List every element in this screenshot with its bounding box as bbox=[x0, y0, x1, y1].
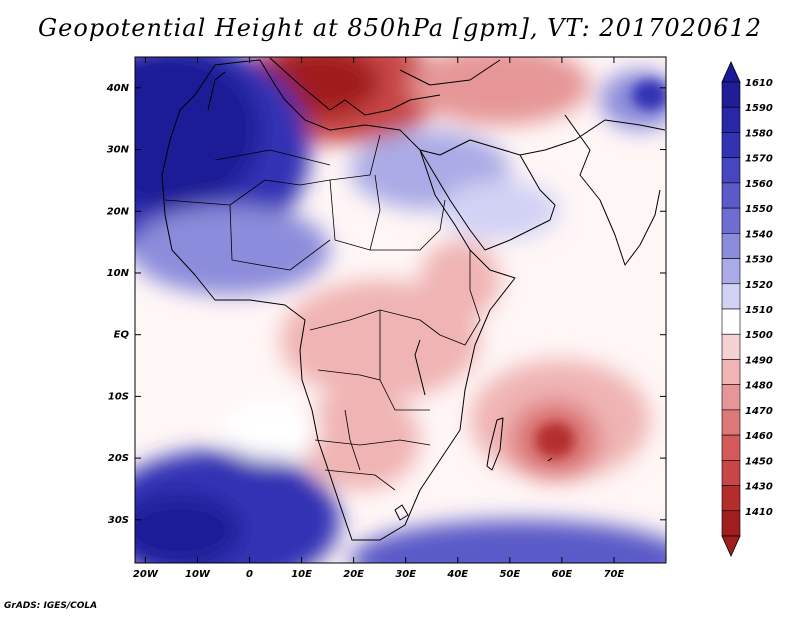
colorbar-bottom-arrow bbox=[721, 535, 741, 557]
colorbar-label: 1410 bbox=[745, 507, 773, 518]
colorbar-swatch bbox=[721, 333, 741, 360]
colorbar-label: 1580 bbox=[745, 128, 773, 139]
axis-ticks bbox=[135, 57, 666, 563]
colorbar-swatch bbox=[721, 460, 741, 486]
lat-label: 30S bbox=[108, 515, 129, 526]
colorbar-swatch bbox=[721, 384, 741, 411]
colorbar: 1610 1590 1580 1570 1560 1550 1540 1530 1520 1510… bbox=[721, 61, 773, 557]
lon-label: 40E bbox=[446, 569, 468, 580]
colorbar-label: 1480 bbox=[745, 381, 773, 392]
lon-label: 20W bbox=[133, 569, 159, 580]
lon-label: 70E bbox=[604, 569, 625, 580]
colorbar-swatch bbox=[721, 233, 741, 259]
colorbar-label: 1470 bbox=[745, 406, 773, 417]
colorbar-swatch bbox=[721, 207, 741, 234]
colorbar-swatch bbox=[721, 409, 741, 436]
lat-label: 20S bbox=[108, 453, 129, 464]
colorbar-swatch bbox=[721, 359, 741, 385]
axis-labels: 40N 30N 20N 10N EQ 10S 20S 30S 20W 10W 0 10E 20E 30E 4… bbox=[106, 83, 625, 580]
lat-label: EQ bbox=[114, 330, 130, 341]
country-borders bbox=[164, 134, 481, 491]
colorbar-label: 1520 bbox=[745, 280, 773, 291]
colorbar-label: 1610 bbox=[745, 78, 773, 89]
lat-label: 40N bbox=[106, 83, 130, 94]
colorbar-swatch bbox=[721, 258, 741, 285]
colorbar-label: 1430 bbox=[745, 482, 773, 493]
colorbar-swatch bbox=[721, 182, 741, 209]
colorbar-label: 1490 bbox=[745, 355, 773, 366]
grads-credit: GrADS: IGES/COLA bbox=[4, 601, 98, 611]
colorbar-swatch bbox=[721, 485, 741, 512]
lat-label: 20N bbox=[107, 206, 130, 217]
colorbar-label: 1570 bbox=[745, 154, 773, 165]
colorbar-swatch bbox=[721, 81, 741, 108]
lon-label: 10E bbox=[291, 569, 312, 580]
lon-label: 20E bbox=[343, 569, 364, 580]
colorbar-top-arrow bbox=[721, 61, 741, 83]
colorbar-label: 1510 bbox=[745, 305, 773, 316]
colorbar-label: 1460 bbox=[745, 431, 773, 442]
lon-label: 10W bbox=[185, 569, 211, 580]
colorbar-label: 1560 bbox=[745, 179, 773, 190]
colorbar-label: 1500 bbox=[745, 330, 773, 341]
lon-label: 50E bbox=[499, 569, 520, 580]
colorbar-swatch bbox=[721, 510, 741, 537]
map-title: Geopotential Height at 850hPa [gpm], VT:… bbox=[38, 14, 762, 42]
colorbar-label: 1450 bbox=[745, 456, 773, 467]
colorbar-label: 1540 bbox=[745, 229, 773, 240]
lon-label: 0 bbox=[246, 569, 253, 580]
lat-label: 10N bbox=[107, 268, 130, 279]
map-frame bbox=[134, 56, 667, 564]
colorbar-swatch bbox=[721, 132, 741, 158]
colorbar-label: 1530 bbox=[745, 255, 773, 266]
colorbar-swatch bbox=[721, 308, 741, 335]
colorbar-label: 1590 bbox=[745, 103, 773, 114]
colorbar-swatch bbox=[721, 434, 741, 461]
geopotential-field bbox=[135, 57, 666, 563]
colorbar-swatch bbox=[721, 106, 741, 133]
coastlines bbox=[161, 57, 666, 541]
lon-label: 30E bbox=[395, 569, 416, 580]
lat-label: 30N bbox=[107, 145, 130, 156]
colorbar-swatch bbox=[721, 283, 741, 310]
colorbar-swatch bbox=[721, 157, 741, 184]
lat-label: 10S bbox=[108, 391, 129, 402]
lon-label: 60E bbox=[552, 569, 573, 580]
colorbar-label: 1550 bbox=[745, 204, 773, 215]
